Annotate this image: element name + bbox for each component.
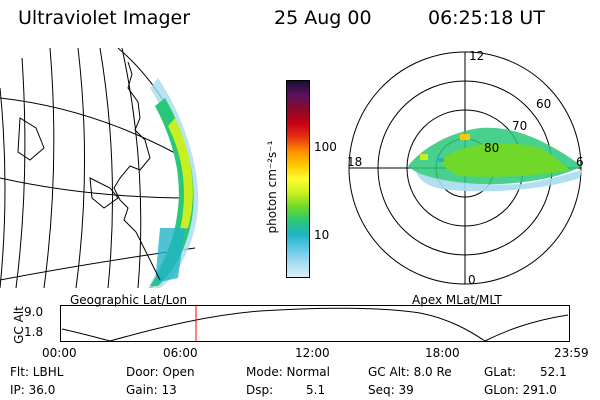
colorbar-unit-label: photon cm⁻²s⁻¹ [265,140,279,234]
mlat-label-70: 70 [512,119,527,133]
time-tick-0000: 00:00 [42,346,77,360]
time-tick-2359: 23:59 [554,346,589,360]
geographic-map [0,48,199,288]
altitude-ytick-low: 1.8 [24,325,44,339]
time-tick-1200: 12:00 [295,346,330,360]
date-label: 25 Aug 00 [274,7,372,29]
time-label: 06:25:18 UT [428,7,545,29]
footer-dsp-value: 5.1 [306,383,326,397]
polar-panel-label: Apex MLat/MLT [412,293,502,307]
mlt-label-0: 0 [468,273,476,287]
altitude-plot [60,305,570,342]
mlt-label-6: 6 [576,155,584,169]
geo-panel-label: Geographic Lat/Lon [70,293,188,307]
footer-flt: Flt: LBHL [10,365,64,379]
mlat-label-60: 60 [536,97,551,111]
footer-glat-value: 52.1 [540,365,567,379]
mlat-label-80: 80 [484,141,499,155]
colorbar-tick-10: 10 [314,228,330,242]
instrument-title: Ultraviolet Imager [18,7,191,29]
mlt-label-12: 12 [469,49,484,63]
polar-mlat-mlt-plot: 12 18 6 0 60 70 80 [347,49,584,287]
footer-ip: IP: 36.0 [10,383,56,397]
footer-glon: GLon: 291.0 [484,383,557,397]
footer-glat: GLat: [484,365,517,379]
footer-door: Door: Open [126,365,195,379]
colorbar [286,80,310,278]
footer-dsp: Dsp: [246,383,274,397]
footer-gc-alt: GC Alt: 8.0 Re [368,365,452,379]
footer-gain: Gain: 13 [126,383,177,397]
time-tick-0600: 06:00 [163,346,198,360]
colorbar-tick-100: 100 [314,140,337,154]
footer-mode: Mode: Normal [246,365,330,379]
footer-seq: Seq: 39 [368,383,414,397]
altitude-ytick-high: 9.0 [24,305,44,319]
mlt-label-18: 18 [347,155,362,169]
time-tick-1800: 18:00 [425,346,460,360]
